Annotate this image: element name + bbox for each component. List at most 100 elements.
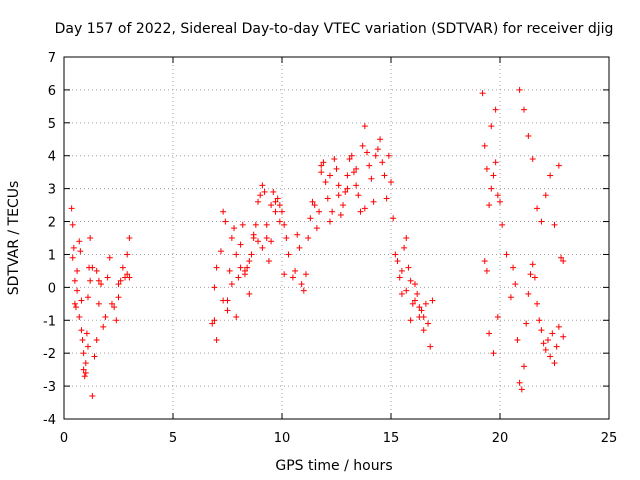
data-point xyxy=(246,258,253,265)
data-point xyxy=(392,251,399,258)
data-point xyxy=(390,215,397,222)
data-point xyxy=(211,284,218,291)
data-point xyxy=(422,300,429,307)
data-point xyxy=(272,208,279,215)
data-point xyxy=(296,244,303,251)
data-point xyxy=(261,188,268,195)
data-point xyxy=(70,244,77,251)
data-point xyxy=(263,221,270,228)
data-point xyxy=(213,337,220,344)
data-point xyxy=(268,238,275,245)
data-point xyxy=(126,274,133,281)
data-point xyxy=(98,281,105,288)
data-point xyxy=(516,86,523,93)
data-point xyxy=(281,271,288,278)
data-point xyxy=(364,149,371,156)
data-point xyxy=(488,185,495,192)
data-point xyxy=(490,172,497,179)
y-tick-label: -2 xyxy=(43,347,56,362)
data-point xyxy=(228,235,235,241)
data-point xyxy=(411,297,418,304)
data-point xyxy=(503,251,510,258)
data-point xyxy=(414,290,421,297)
data-point xyxy=(69,254,76,261)
data-point xyxy=(512,281,519,288)
data-point xyxy=(529,261,536,268)
data-point xyxy=(244,264,251,271)
data-point xyxy=(497,198,503,205)
data-point xyxy=(276,218,283,225)
data-point xyxy=(350,169,357,176)
data-point xyxy=(359,142,366,149)
data-point xyxy=(102,313,109,320)
grid xyxy=(64,57,609,419)
data-point xyxy=(405,264,412,271)
data-point xyxy=(368,175,375,182)
data-point xyxy=(252,221,259,228)
data-point xyxy=(224,307,231,314)
data-point xyxy=(538,327,545,334)
data-point xyxy=(248,251,255,258)
data-point xyxy=(483,165,490,172)
x-tick-label: 20 xyxy=(492,431,509,446)
data-point xyxy=(377,136,384,143)
data-point xyxy=(549,330,556,337)
data-point xyxy=(237,241,244,248)
data-point xyxy=(374,146,381,153)
data-point xyxy=(560,333,567,340)
data-point xyxy=(68,205,75,212)
data-point xyxy=(333,165,340,172)
data-point xyxy=(222,218,229,225)
data-point xyxy=(318,162,325,169)
data-point xyxy=(544,337,551,344)
data-point xyxy=(95,300,102,307)
data-point xyxy=(514,337,521,344)
x-tick-label: 15 xyxy=(383,431,400,446)
data-point xyxy=(93,337,100,344)
data-point xyxy=(311,202,318,209)
y-tick-label: 2 xyxy=(48,216,56,231)
data-point xyxy=(322,179,329,186)
data-point xyxy=(237,264,244,271)
data-point xyxy=(361,123,368,130)
data-point xyxy=(398,290,405,297)
data-point xyxy=(226,267,233,274)
data-point xyxy=(494,192,501,199)
data-point xyxy=(124,251,131,258)
data-point xyxy=(507,294,514,301)
data-point xyxy=(268,202,275,209)
data-point xyxy=(87,235,94,241)
data-point xyxy=(385,152,392,159)
data-point xyxy=(520,363,527,370)
data-point xyxy=(379,159,386,166)
y-tick-label: 4 xyxy=(48,150,56,165)
data-point xyxy=(239,221,246,228)
data-point xyxy=(331,156,338,163)
data-point xyxy=(547,172,554,179)
data-point xyxy=(534,300,541,307)
data-point xyxy=(124,271,131,278)
data-point xyxy=(79,337,86,344)
y-tick-label: -3 xyxy=(43,380,56,395)
data-point xyxy=(529,156,536,163)
data-point xyxy=(281,221,288,228)
data-point xyxy=(346,156,353,163)
data-point xyxy=(292,267,299,274)
data-point xyxy=(409,300,416,307)
data-point xyxy=(486,202,493,209)
data-point xyxy=(84,294,91,301)
data-point xyxy=(510,264,517,271)
data-point xyxy=(80,350,87,357)
x-axis-label: GPS time / hours xyxy=(275,458,392,474)
data-point xyxy=(324,195,331,202)
data-point xyxy=(558,254,565,261)
data-point xyxy=(259,244,266,251)
data-point xyxy=(425,320,432,327)
axis-ticks: 0 5 10 15 20 25 -4 -3 -2 -1 0 1 2 3 4 5 6 7 xyxy=(43,51,617,446)
data-point xyxy=(407,277,414,284)
data-point xyxy=(78,327,85,334)
data-point xyxy=(348,152,355,159)
plot-frame xyxy=(63,56,610,420)
data-point xyxy=(429,297,436,304)
data-point xyxy=(89,264,96,271)
